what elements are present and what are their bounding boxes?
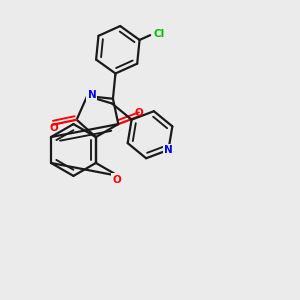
Text: Cl: Cl	[154, 29, 165, 39]
Text: N: N	[164, 145, 173, 155]
Text: O: O	[50, 123, 58, 134]
Text: N: N	[88, 90, 96, 100]
Text: O: O	[134, 107, 143, 118]
Text: O: O	[113, 175, 122, 185]
